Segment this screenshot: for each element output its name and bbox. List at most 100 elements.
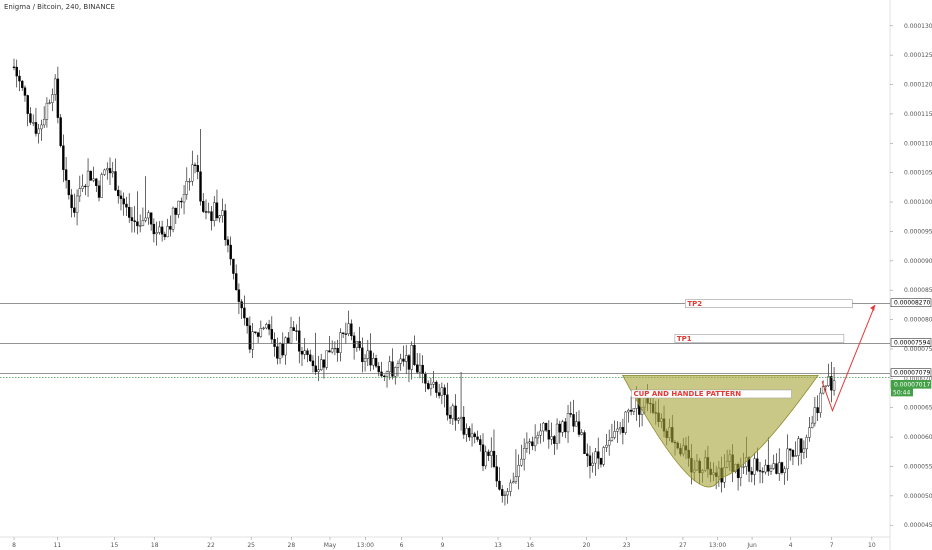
candle-body [287, 337, 290, 344]
y-tick-label: 0.00007000 [904, 375, 932, 382]
candle-body [396, 363, 400, 368]
candle-body [555, 423, 559, 444]
tp2-label: TP2 [687, 300, 702, 308]
candle-body [451, 405, 455, 419]
candle-body [133, 220, 136, 222]
x-tick-label: 15 [111, 542, 119, 549]
candle-body [591, 462, 594, 466]
candle-body [319, 359, 323, 370]
candle-body [788, 448, 792, 451]
candle-body [503, 494, 507, 496]
candle-body [251, 331, 254, 350]
candle-body [155, 232, 158, 235]
candle-body [446, 394, 449, 416]
candle-body [42, 119, 46, 126]
candle-body [418, 364, 422, 373]
candle-body [119, 195, 123, 199]
candle-body [616, 428, 619, 432]
candle-body [185, 181, 188, 195]
x-tick-label: 8 [12, 542, 16, 549]
candle-body [399, 358, 402, 364]
candle-body [511, 481, 515, 484]
y-tick-label: 0.00008500 [904, 287, 932, 294]
candle-body [259, 328, 263, 337]
candle-body [347, 323, 350, 335]
candle-body [363, 358, 367, 363]
candle-body [218, 215, 221, 219]
price-tag-TP2 [890, 298, 932, 308]
candle-body [816, 407, 819, 414]
candle-body [558, 423, 562, 433]
candle-body [813, 407, 817, 424]
y-tick-label: 0.00005500 [904, 463, 932, 470]
candle-body [799, 438, 803, 453]
candle-body [610, 437, 614, 441]
candle-body [632, 408, 636, 412]
candle-body [278, 343, 282, 359]
candle-body [597, 451, 600, 459]
candle-body [753, 458, 756, 475]
x-tick-label: 18 [151, 542, 159, 549]
candle-body [81, 185, 84, 189]
candle-body [26, 95, 29, 114]
candle-body [262, 327, 265, 329]
candle-body [413, 345, 416, 365]
candle-body [810, 422, 814, 428]
candle-body [533, 437, 537, 447]
y-tick-label: 0.00013000 [904, 23, 932, 30]
candle-body [229, 244, 232, 260]
candle-body [56, 78, 60, 118]
candle-body [421, 364, 424, 374]
overlays: CUP AND HANDLE PATTERN TP2 TP1 [0, 299, 890, 488]
candle-body [621, 427, 625, 433]
candle-body [352, 335, 356, 348]
candle-body [92, 178, 95, 181]
x-tick-label: May [324, 542, 337, 549]
candle-body [580, 432, 583, 435]
x-tick-label: 9 [441, 542, 445, 549]
candle-body [309, 354, 312, 362]
x-tick-label: 10 [868, 542, 876, 549]
candle-body [237, 289, 241, 302]
candle-body [188, 180, 191, 183]
candle-body [169, 226, 172, 230]
price-tag-label-resistance: 0.00007079 [894, 370, 930, 377]
candle-body [797, 438, 800, 456]
candle-body [15, 66, 18, 77]
candle-body [821, 386, 825, 394]
candle-body [528, 441, 531, 444]
candle-body [514, 476, 518, 482]
candle-body [62, 145, 65, 170]
candle-body [182, 194, 186, 203]
candle-body [750, 471, 753, 475]
candle-body [317, 369, 320, 373]
candle-body [561, 421, 564, 433]
candle-body [481, 444, 485, 467]
candle-body [501, 489, 504, 496]
candle-body [525, 442, 529, 449]
candle-body [618, 427, 622, 430]
tp1-label: TP1 [677, 335, 692, 343]
candle-body [48, 102, 51, 104]
candle-body [149, 212, 153, 225]
x-tick-label: 16 [526, 542, 534, 549]
candle-body [226, 239, 230, 246]
candle-body [210, 211, 213, 222]
candle-body [473, 433, 476, 438]
candle-body [45, 102, 49, 120]
candle-body [385, 371, 389, 377]
candle-body [522, 448, 526, 460]
candle-body [141, 220, 145, 226]
candle-body [160, 226, 164, 235]
candle-body [330, 348, 334, 353]
y-tick-label: 0.00010500 [904, 170, 932, 177]
candle-body [394, 367, 397, 377]
y-tick-label: 0.00006000 [904, 434, 932, 441]
projection-arrow [821, 304, 876, 413]
candle-body [429, 384, 433, 389]
candle-body [440, 387, 444, 396]
candle-body [432, 381, 435, 385]
x-tick-label: 13:00 [709, 542, 726, 549]
candle-body [171, 207, 175, 230]
